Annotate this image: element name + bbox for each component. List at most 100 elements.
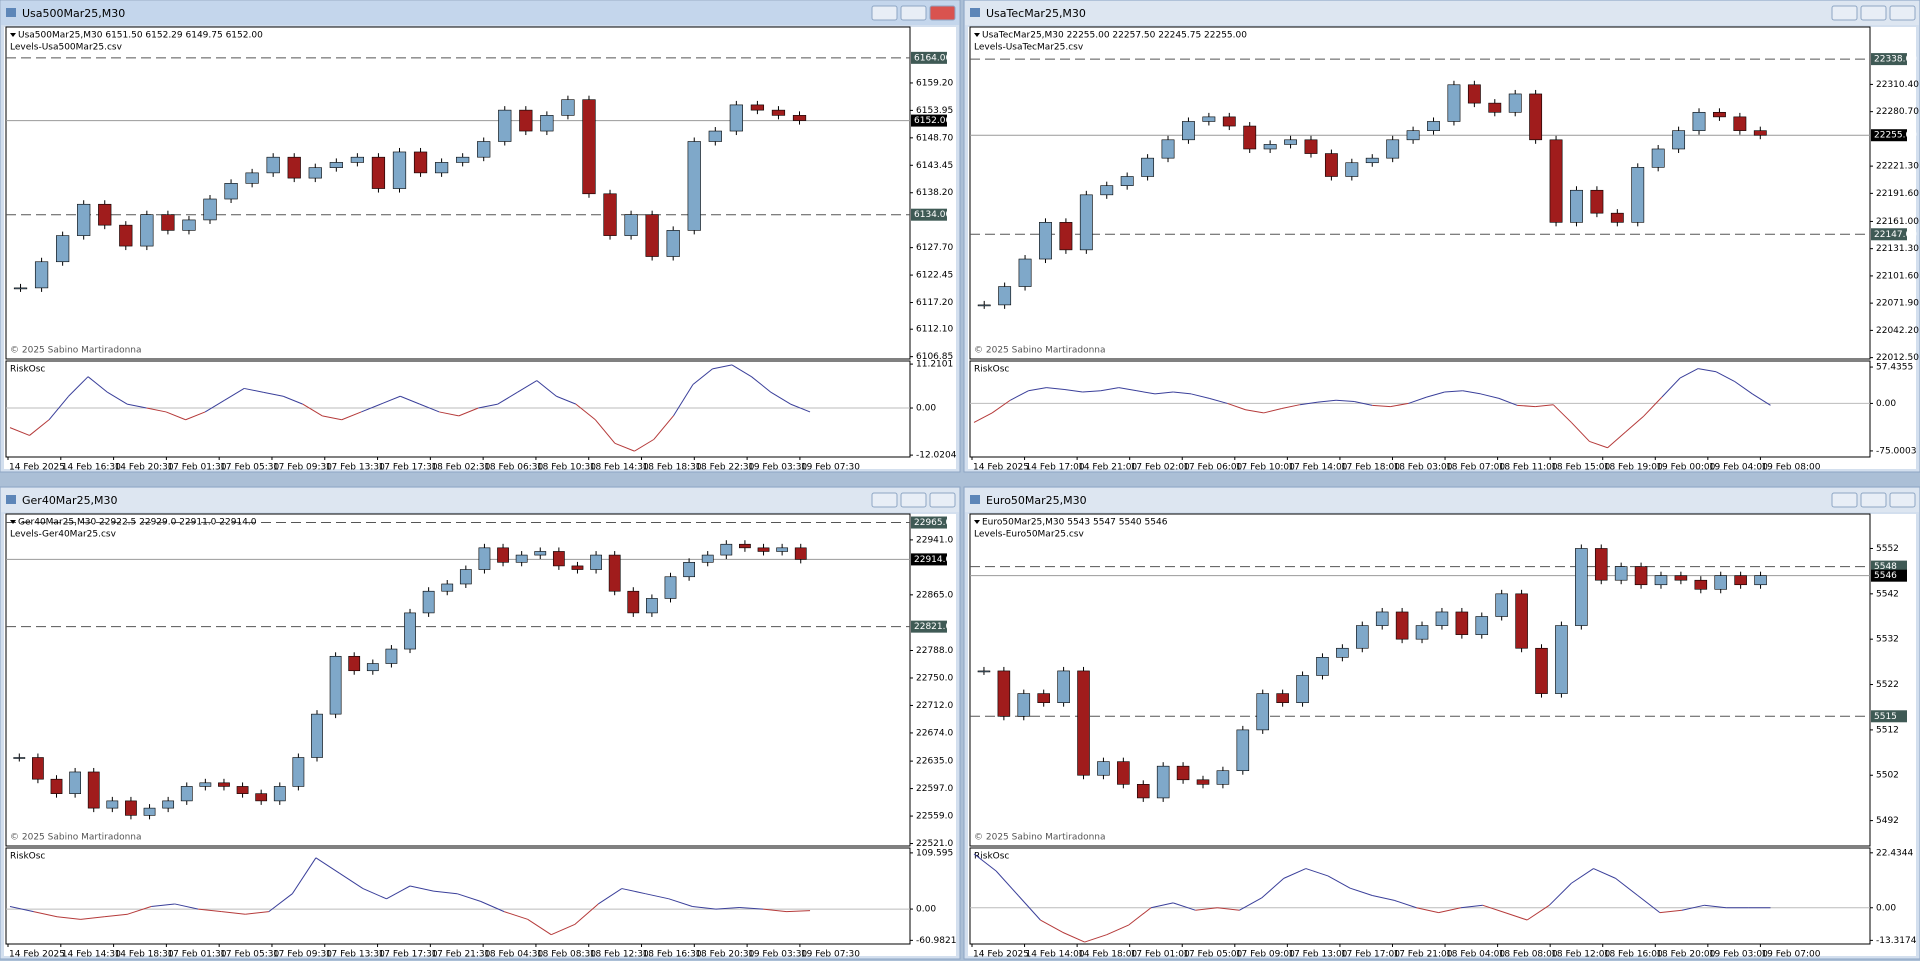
- oscillator-segment: [645, 893, 669, 900]
- oscillator-segment: [497, 391, 518, 405]
- price-tick-label: 22101.60: [1876, 271, 1919, 281]
- time-label: 17 Feb 10:00: [1236, 463, 1295, 473]
- oscillator-segment: [1408, 396, 1427, 404]
- price-tick-label: 22750.0: [916, 673, 953, 683]
- price-tick-label: 22559.0: [916, 812, 953, 822]
- close-button[interactable]: [1889, 5, 1916, 21]
- candle: [162, 800, 175, 809]
- candle: [13, 757, 26, 759]
- chart-area: [4, 514, 956, 956]
- oscillator-segment: [1589, 440, 1608, 449]
- current-price-box: [1871, 569, 1907, 582]
- time-label: 17 Feb 05:30: [220, 950, 279, 960]
- candle: [1555, 625, 1568, 694]
- time-label: 14 Feb 16:30: [62, 463, 121, 473]
- candle: [1734, 575, 1747, 586]
- minimize-button[interactable]: [1831, 492, 1858, 508]
- oscillator-segment: [386, 885, 411, 900]
- time-label: 17 Feb 17:00: [1341, 950, 1400, 960]
- candle: [1634, 566, 1648, 586]
- oscillator-segment: [1504, 912, 1528, 921]
- candle: [140, 214, 154, 247]
- time-label: 18 Feb 15:00: [1551, 463, 1610, 473]
- oscillator-segment: [1084, 934, 1107, 943]
- time-label: 17 Feb 05:30: [220, 463, 279, 473]
- candle: [687, 141, 701, 231]
- candle: [1590, 189, 1604, 214]
- candle: [683, 561, 695, 578]
- time-label: 17 Feb 01:30: [167, 950, 226, 960]
- candle: [519, 109, 533, 132]
- candle: [385, 648, 398, 664]
- price-tick-label: 22865.0: [916, 590, 953, 600]
- candle: [1694, 579, 1708, 590]
- menu-triangle: [974, 33, 980, 37]
- candle: [1447, 84, 1461, 122]
- oscillator-segment: [1416, 907, 1439, 914]
- oscillator-segment: [1209, 397, 1228, 404]
- price-tick-label: 5542: [1876, 589, 1899, 599]
- candle: [701, 554, 714, 563]
- oscillator-name: RiskOsc: [10, 365, 45, 375]
- oscillator-segment: [973, 412, 993, 423]
- level-box: [911, 51, 947, 64]
- close-button[interactable]: [1889, 492, 1916, 508]
- minimize-button[interactable]: [871, 492, 898, 508]
- oscillator-segment: [551, 924, 575, 936]
- time-label: 19 Feb 07:30: [801, 463, 860, 473]
- minimize-button[interactable]: [1831, 5, 1858, 21]
- menu-triangle: [974, 520, 980, 524]
- chart-area: [968, 514, 1916, 956]
- time-label: 14 Feb 14:00: [1026, 950, 1085, 960]
- levels-file: Levels-Euro50Mar25.csv: [974, 530, 1084, 540]
- maximize-button[interactable]: [900, 5, 927, 21]
- level-label: 22965.0: [914, 518, 951, 528]
- candle: [1100, 185, 1114, 196]
- oscillator-segment: [973, 853, 997, 872]
- price-tick-label: 6106.85: [916, 352, 953, 362]
- oscillator-segment: [263, 391, 284, 397]
- oscillator-segment: [480, 900, 505, 913]
- candle: [646, 598, 658, 614]
- oscillator-segment: [1535, 404, 1554, 408]
- oscillator-segment: [302, 403, 323, 417]
- copyright: © 2025 Sabino Martiradonna: [10, 833, 142, 843]
- minimize-button[interactable]: [871, 5, 898, 21]
- candle: [199, 782, 212, 787]
- candle: [515, 554, 528, 563]
- close-button[interactable]: [929, 5, 956, 21]
- levels-file: Levels-Ger40Mar25.csv: [10, 530, 117, 540]
- title-bar: [965, 488, 1919, 512]
- price-tick-label: 6112.10: [916, 325, 953, 335]
- title-bar: [1, 488, 959, 512]
- symbol-header: UsaTecMar25,M30 22255.00 22257.50 22245.…: [982, 31, 1247, 41]
- oscillator-segment: [1191, 393, 1210, 399]
- close-button[interactable]: [929, 492, 956, 508]
- candle: [997, 670, 1011, 717]
- price-tick-label: 6153.95: [916, 106, 953, 116]
- candle: [478, 547, 491, 570]
- chart-area: [4, 27, 956, 469]
- maximize-button[interactable]: [1860, 5, 1887, 21]
- oscillator-segment: [1136, 390, 1156, 395]
- time-label: 14 Feb 21:00: [1078, 463, 1137, 473]
- maximize-button[interactable]: [1860, 492, 1887, 508]
- candle: [1365, 157, 1379, 164]
- candle: [1495, 593, 1508, 617]
- price-tick-label: 22221.30: [1876, 162, 1919, 172]
- oscillator-segment: [597, 888, 623, 905]
- candle: [1515, 593, 1528, 649]
- candle: [1631, 167, 1645, 223]
- maximize-button[interactable]: [900, 492, 927, 508]
- candle: [1674, 575, 1688, 581]
- time-label: 17 Feb 13:00: [1288, 950, 1347, 960]
- candle: [1182, 121, 1195, 141]
- time-label: 14 Feb 2025: [973, 950, 1029, 960]
- candle: [1575, 548, 1588, 626]
- price-tick-label: 6159.20: [916, 78, 953, 88]
- candle: [56, 235, 70, 263]
- oscillator-tick-label: 11.2101: [916, 360, 953, 370]
- candle: [1256, 693, 1270, 731]
- candle: [422, 590, 435, 614]
- level-label: 22338.00: [1874, 55, 1917, 65]
